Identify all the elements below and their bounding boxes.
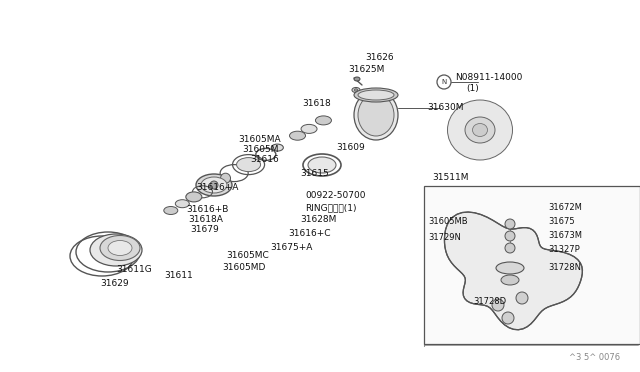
Text: 31629: 31629	[100, 279, 129, 288]
Circle shape	[210, 181, 218, 189]
Text: 31618A: 31618A	[188, 215, 223, 224]
Ellipse shape	[358, 90, 394, 100]
Text: 31605MC: 31605MC	[226, 251, 269, 260]
Text: 31675+A: 31675+A	[270, 243, 312, 251]
Text: 31630M: 31630M	[427, 103, 463, 112]
Ellipse shape	[354, 88, 398, 102]
Ellipse shape	[108, 241, 132, 256]
Ellipse shape	[289, 131, 305, 140]
Ellipse shape	[301, 124, 317, 134]
Circle shape	[505, 243, 515, 253]
Text: 31327P: 31327P	[548, 246, 580, 254]
Ellipse shape	[465, 117, 495, 143]
Ellipse shape	[175, 200, 189, 208]
Ellipse shape	[271, 144, 284, 151]
Ellipse shape	[440, 93, 520, 167]
Text: 31729N: 31729N	[428, 234, 461, 243]
Ellipse shape	[186, 192, 202, 202]
Circle shape	[516, 292, 528, 304]
Ellipse shape	[358, 94, 394, 136]
Text: 31605MB: 31605MB	[428, 218, 468, 227]
Text: 31615: 31615	[300, 170, 329, 179]
Ellipse shape	[354, 77, 360, 81]
Circle shape	[505, 219, 515, 229]
Ellipse shape	[164, 206, 178, 215]
Ellipse shape	[196, 174, 232, 196]
Circle shape	[221, 173, 230, 183]
Text: 31616+A: 31616+A	[196, 183, 238, 192]
Ellipse shape	[308, 157, 336, 173]
Text: 31618: 31618	[302, 99, 331, 109]
Text: 31511M: 31511M	[432, 173, 468, 183]
Polygon shape	[444, 212, 582, 330]
Ellipse shape	[100, 235, 140, 260]
Ellipse shape	[316, 116, 332, 125]
Circle shape	[505, 231, 515, 241]
Text: 31675: 31675	[548, 218, 575, 227]
Text: 31616: 31616	[250, 155, 279, 164]
Ellipse shape	[354, 89, 358, 91]
Text: 31616+C: 31616+C	[288, 230, 330, 238]
Text: ^3 5^ 0076: ^3 5^ 0076	[569, 353, 620, 362]
Ellipse shape	[496, 262, 524, 274]
Text: (1): (1)	[466, 83, 479, 93]
Text: 31728N: 31728N	[548, 263, 581, 273]
Bar	[424, 186, 640, 344]
Text: 31605M: 31605M	[242, 145, 278, 154]
Ellipse shape	[501, 275, 519, 285]
Text: RINGリング(1): RINGリング(1)	[305, 203, 356, 212]
Text: 31609: 31609	[336, 144, 365, 153]
Ellipse shape	[472, 124, 488, 137]
Ellipse shape	[201, 177, 227, 193]
Text: N08911-14000: N08911-14000	[455, 74, 522, 83]
Ellipse shape	[354, 90, 398, 140]
Text: N: N	[442, 79, 447, 85]
Ellipse shape	[90, 234, 142, 266]
Text: 31672M: 31672M	[548, 203, 582, 212]
Text: 31611G: 31611G	[116, 266, 152, 275]
Text: 31611: 31611	[164, 272, 193, 280]
Text: 31728D: 31728D	[474, 298, 507, 307]
Text: 31626: 31626	[365, 52, 394, 61]
Text: 31628M: 31628M	[300, 215, 337, 224]
Circle shape	[502, 312, 514, 324]
Text: 31625M: 31625M	[348, 65, 385, 74]
Text: 00922-50700: 00922-50700	[305, 192, 365, 201]
Text: 31673M: 31673M	[548, 231, 582, 241]
Text: 31605MA: 31605MA	[238, 135, 280, 144]
Ellipse shape	[447, 100, 513, 160]
Text: 31679: 31679	[190, 225, 219, 234]
Text: 31616+B: 31616+B	[186, 205, 228, 215]
Text: 31605MD: 31605MD	[222, 263, 266, 272]
Circle shape	[492, 299, 504, 311]
Ellipse shape	[237, 158, 260, 171]
